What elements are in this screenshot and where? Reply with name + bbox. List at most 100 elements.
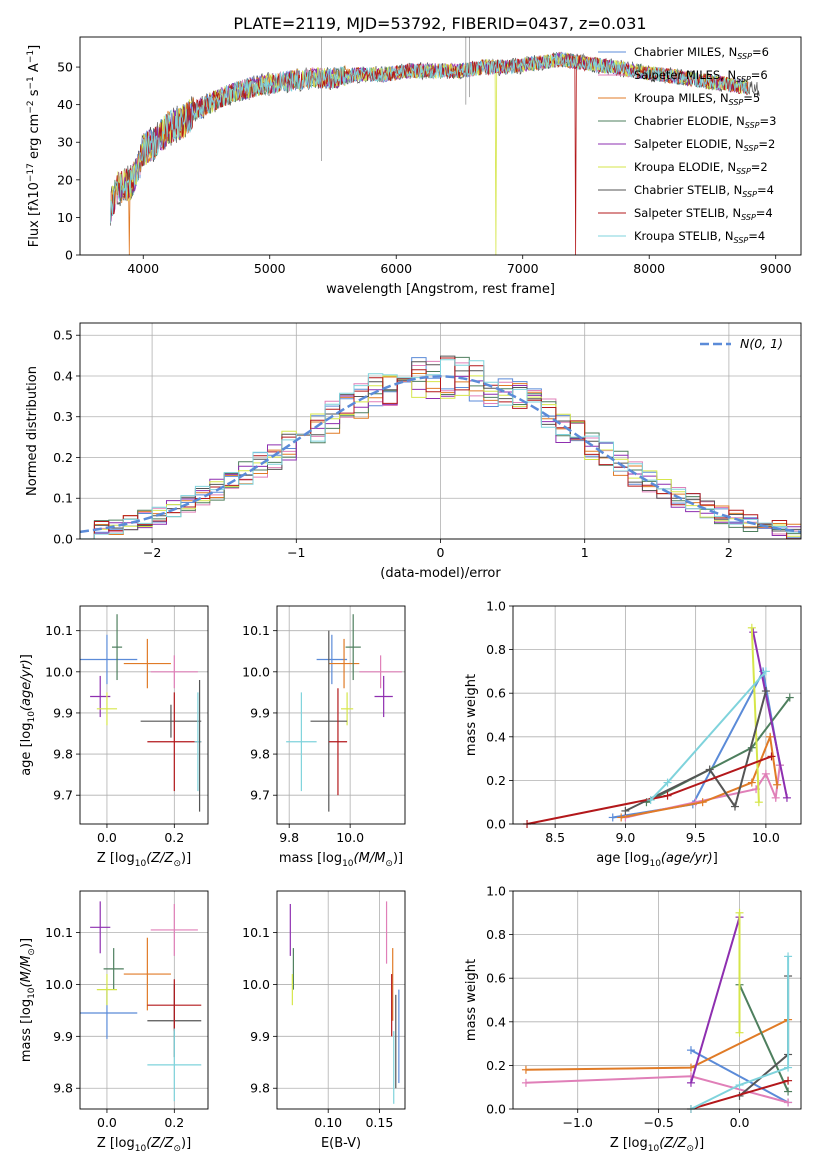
x-axis-label: E(B-V) bbox=[321, 1136, 361, 1151]
weight-line-kroupa-miles bbox=[525, 1018, 789, 1071]
weight-line-kroupa-elodie bbox=[750, 627, 760, 803]
legend-count: =4 bbox=[748, 229, 765, 243]
y-axis-label: mass weight bbox=[464, 674, 479, 756]
legend-entry: Salpeter STELIB, NSSP=4 bbox=[634, 206, 773, 222]
y-tick-label: 9.9 bbox=[53, 1029, 73, 1044]
legend-sub: SSP bbox=[737, 52, 752, 61]
ylabel-sup: −2 bbox=[26, 100, 36, 113]
x-tick-label: 6000 bbox=[380, 261, 412, 276]
xlabel-part: age [log bbox=[596, 851, 649, 866]
xlabel-sub: ⊙ bbox=[173, 859, 181, 869]
xlabel-sub: ⊙ bbox=[686, 1144, 694, 1154]
legend-entry: Chabrier MILES, NSSP=6 bbox=[634, 45, 769, 61]
y-tick-label: 10.0 bbox=[242, 977, 270, 992]
legend-sub: SSP bbox=[744, 144, 759, 153]
x-axis-label: mass [log10(M/M⊙)] bbox=[279, 851, 403, 869]
y-axis-label: mass [log10(M/M⊙)] bbox=[19, 938, 37, 1062]
y-tick-label: 20 bbox=[57, 172, 73, 187]
y-tick-label: 0.6 bbox=[486, 686, 506, 701]
ylabel-part: 10 bbox=[27, 182, 42, 199]
y-tick-label: 50 bbox=[57, 60, 73, 75]
legend-sub: SSP bbox=[734, 236, 749, 245]
x-tick-label: 8.5 bbox=[545, 830, 565, 845]
axes-frame bbox=[276, 605, 406, 825]
y-tick-label: 9.9 bbox=[250, 705, 270, 720]
legend-sub: SSP bbox=[742, 190, 757, 199]
x-tick-label: 10.0 bbox=[752, 830, 780, 845]
xlabel-sub: 10 bbox=[649, 859, 661, 869]
y-tick-label: 0.8 bbox=[486, 927, 506, 942]
y-tick-label: 0 bbox=[65, 248, 73, 263]
xlabel-sub: 10 bbox=[648, 1144, 660, 1154]
legend-sub: SSP bbox=[736, 75, 751, 84]
axes-frame bbox=[79, 36, 802, 256]
legend-label: Chabrier STELIB, N bbox=[634, 183, 742, 197]
legend-entry: Kroupa MILES, NSSP=5 bbox=[634, 91, 760, 107]
axes-frame bbox=[79, 322, 802, 540]
grid bbox=[277, 891, 405, 1109]
y-tick-label: 0.0 bbox=[486, 1102, 506, 1117]
ylabel-part: age [log bbox=[19, 723, 34, 776]
mass-vs-z-panel: 0.0 0.29.89.910.010.1Z [log10(Z/Z⊙)]mass … bbox=[19, 890, 209, 1154]
y-tick-label: 0.1 bbox=[53, 491, 73, 506]
legend-label: Salpeter ELODIE, N bbox=[634, 137, 744, 151]
legend-sub: SSP bbox=[741, 213, 756, 222]
y-tick-label: 10.0 bbox=[45, 977, 73, 992]
grid bbox=[80, 606, 208, 824]
xlabel-part: )] bbox=[181, 851, 191, 866]
ylabel-part: ⊙ bbox=[27, 948, 37, 956]
weight-line-chabrier-stelib bbox=[624, 690, 767, 812]
legend-label: Kroupa STELIB, N bbox=[634, 229, 734, 243]
y-tick-label: 0.4 bbox=[486, 729, 506, 744]
legend-label: Chabrier ELODIE, N bbox=[634, 114, 745, 128]
spectrum-line-kroupa-stelib bbox=[110, 52, 749, 224]
y-tick-label: 9.9 bbox=[53, 705, 73, 720]
xlabel-part: (age/yr) bbox=[661, 851, 713, 866]
ylabel-part: ] bbox=[19, 654, 34, 659]
y-axis-label: Flux [fλ10−17 erg cm−2 s−1 A−1] bbox=[26, 45, 42, 247]
legend-entry: Kroupa STELIB, NSSP=4 bbox=[634, 229, 765, 245]
x-tick-label: 0.2 bbox=[164, 1115, 184, 1130]
y-tick-label: 9.8 bbox=[53, 747, 73, 762]
spectrum-line-salpeter-stelib bbox=[110, 53, 749, 255]
legend-label: Salpeter MILES, N bbox=[634, 68, 736, 82]
axes-frame bbox=[79, 890, 209, 1110]
xlabel-part: )] bbox=[393, 851, 403, 866]
ylabel-sup: −1 bbox=[26, 76, 36, 89]
x-tick-label: −2 bbox=[143, 545, 161, 560]
weight-line-kroupa-stelib bbox=[690, 956, 790, 1109]
xlabel-sub: 10 bbox=[342, 859, 354, 869]
x-tick-label: 0.0 bbox=[97, 830, 117, 845]
legend-entry: Chabrier STELIB, NSSP=4 bbox=[634, 183, 774, 199]
legend-sub: SSP bbox=[745, 121, 760, 130]
xlabel-part: (Z/Z bbox=[146, 851, 174, 866]
y-tick-label: 0.6 bbox=[486, 971, 506, 986]
x-tick-label: 0.0 bbox=[730, 1115, 750, 1130]
mass-weight-vs-z-panel: −1.0 −0.5 0.0 0.0 0.2 0.4 0.6 0.8 1.0 mass weight… bbox=[464, 884, 802, 1154]
legend-label: Chabrier MILES, N bbox=[634, 45, 737, 59]
legend-entry: Salpeter ELODIE, NSSP=2 bbox=[634, 137, 775, 153]
y-tick-label: 1.0 bbox=[486, 599, 506, 614]
spectrum-line-kroupa-elodie bbox=[110, 52, 749, 255]
ylabel-part: Flux [f bbox=[27, 206, 42, 247]
x-tick-label: 9.5 bbox=[686, 830, 706, 845]
legend-count: =4 bbox=[756, 206, 773, 220]
y-tick-label: 10.0 bbox=[45, 664, 73, 679]
x-tick-label: −0.5 bbox=[643, 1115, 673, 1130]
ylabel-sup: −17 bbox=[26, 163, 36, 182]
y-tick-label: 10.1 bbox=[45, 925, 73, 940]
y-tick-label: 1.0 bbox=[486, 884, 506, 899]
xlabel-part: mass [log bbox=[279, 851, 342, 866]
legend-entry: N(0, 1) bbox=[740, 336, 783, 351]
ylabel-part: 10 bbox=[27, 987, 37, 999]
xlabel-part: )] bbox=[181, 1136, 191, 1151]
mass-vs-ebv-panel: 0.10 0.15 9.8 9.9 10.0 10.1 E(B-V) bbox=[242, 890, 406, 1151]
legend-sub: SSP bbox=[729, 98, 744, 107]
x-tick-label: 5000 bbox=[254, 261, 286, 276]
legend-label: Kroupa MILES, N bbox=[634, 91, 729, 105]
y-tick-label: 9.9 bbox=[250, 1029, 270, 1044]
x-tick-label: 9.8 bbox=[279, 830, 299, 845]
legend-count: =3 bbox=[760, 114, 777, 128]
y-tick-label: 0.0 bbox=[53, 532, 73, 547]
xlabel-part: )] bbox=[694, 1136, 704, 1151]
